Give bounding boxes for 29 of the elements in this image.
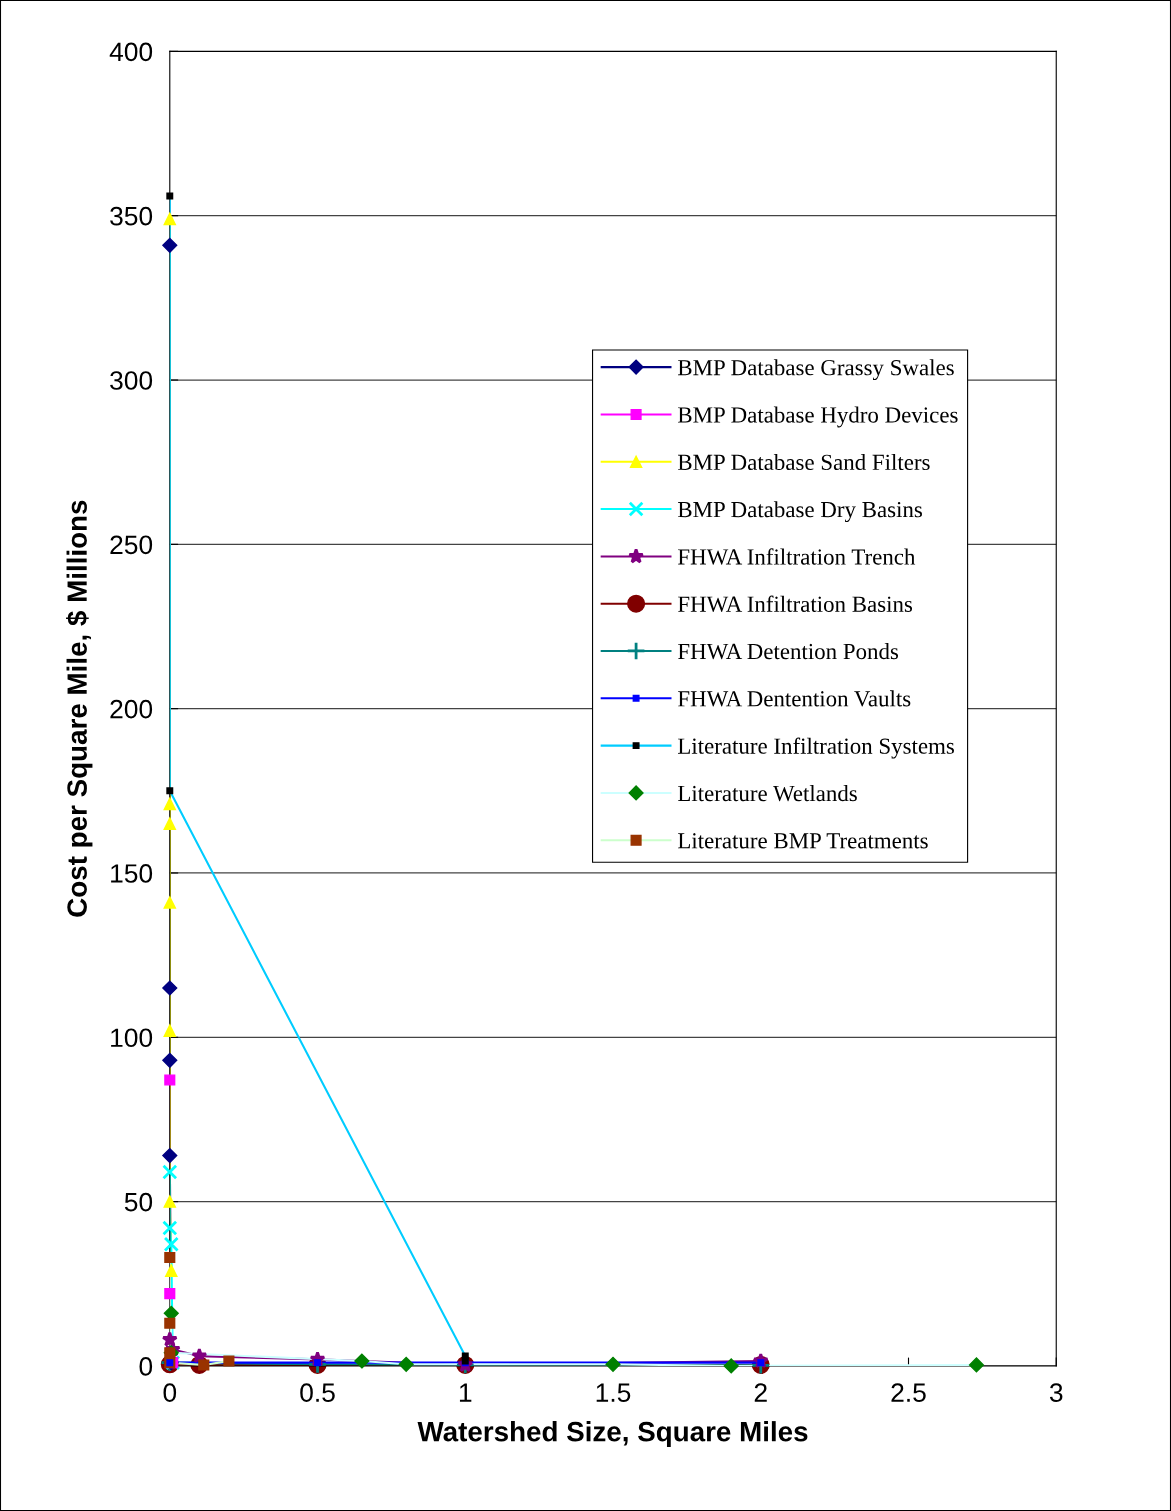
x-axis-title: Watershed Size, Square Miles: [417, 1421, 808, 1447]
y-tick-label: 200: [110, 699, 153, 719]
legend-label: FHWA Dentention Vaults: [678, 690, 911, 707]
y-tick-label: 0: [139, 1357, 153, 1376]
y-tick-label: 350: [110, 206, 153, 226]
legend-label: Literature Wetlands: [678, 785, 857, 802]
legend-label: BMP Database Grassy Swales: [678, 359, 954, 381]
x-tick-label: 1.5: [596, 1383, 631, 1402]
y-tick-label: 250: [110, 535, 153, 555]
x-tick-label: 2: [754, 1383, 767, 1402]
x-tick-label: 1: [459, 1383, 472, 1402]
x-tick-label: 2.5: [891, 1383, 926, 1402]
y-tick-label: 50: [124, 1192, 153, 1212]
x-tick-label: 0: [163, 1383, 177, 1402]
y-tick-label: 100: [111, 1028, 153, 1048]
legend-label: BMP Database Sand Filters: [678, 453, 930, 471]
y-tick-label: 150: [111, 864, 153, 883]
y-axis-title: Cost per Square Mile, $ Millions: [66, 500, 93, 917]
legend-label: FHWA Infiltration Trench: [678, 548, 916, 565]
legend-label: FHWA Detention Ponds: [678, 643, 899, 660]
legend-label: FHWA Infiltration Basins: [678, 595, 913, 613]
legend-label: Literature BMP Treatments: [678, 833, 928, 849]
legend-label: Literature Infiltration Systems: [678, 737, 954, 759]
x-tick-label: 0.5: [300, 1383, 335, 1402]
legend-label: BMP Database Dry Basins: [678, 501, 922, 523]
x-tick-label: 3: [1049, 1383, 1063, 1402]
legend-label: BMP Database Hydro Devices: [678, 406, 958, 428]
y-tick-label: 300: [110, 371, 153, 390]
y-tick-label: 400: [109, 42, 153, 62]
